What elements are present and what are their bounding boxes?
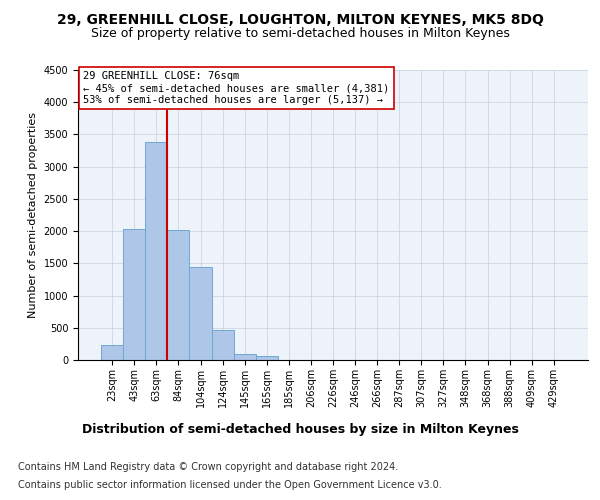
Bar bbox=[145, 142, 167, 360]
Text: Size of property relative to semi-detached houses in Milton Keynes: Size of property relative to semi-detach… bbox=[91, 28, 509, 40]
Text: 29 GREENHILL CLOSE: 76sqm
← 45% of semi-detached houses are smaller (4,381)
53% : 29 GREENHILL CLOSE: 76sqm ← 45% of semi-… bbox=[83, 72, 389, 104]
Bar bbox=[123, 229, 145, 360]
Y-axis label: Number of semi-detached properties: Number of semi-detached properties bbox=[28, 112, 38, 318]
Text: Contains public sector information licensed under the Open Government Licence v3: Contains public sector information licen… bbox=[18, 480, 442, 490]
Bar bbox=[212, 330, 233, 360]
Text: Distribution of semi-detached houses by size in Milton Keynes: Distribution of semi-detached houses by … bbox=[82, 422, 518, 436]
Bar bbox=[190, 266, 212, 360]
Bar bbox=[256, 356, 278, 360]
Text: 29, GREENHILL CLOSE, LOUGHTON, MILTON KEYNES, MK5 8DQ: 29, GREENHILL CLOSE, LOUGHTON, MILTON KE… bbox=[56, 12, 544, 26]
Bar bbox=[233, 354, 256, 360]
Bar bbox=[167, 230, 190, 360]
Bar bbox=[101, 345, 123, 360]
Text: Contains HM Land Registry data © Crown copyright and database right 2024.: Contains HM Land Registry data © Crown c… bbox=[18, 462, 398, 472]
